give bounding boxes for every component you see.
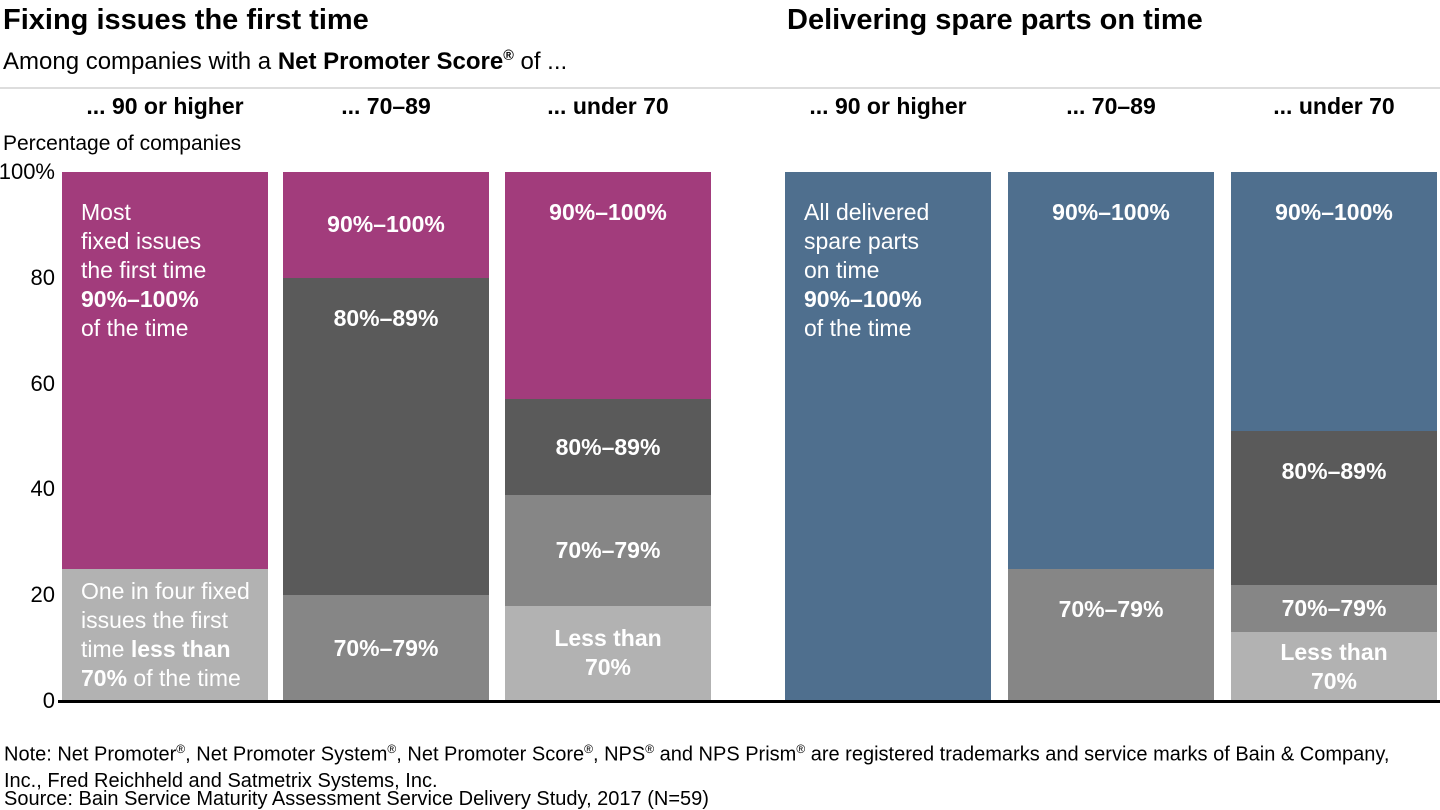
- text-run: , NPS: [592, 743, 646, 766]
- text-run: 80%–89%: [333, 304, 439, 331]
- x-axis-baseline: [58, 700, 1440, 703]
- text-run: of ...: [513, 48, 568, 75]
- bar-segment-label: Less than 70%: [1280, 638, 1387, 696]
- text-run: One in four fixed issues the first time: [81, 577, 250, 662]
- text-run: Note: Net Promoter: [4, 743, 177, 766]
- bar-segment-label: All delivered spare parts on time 90%–10…: [785, 172, 941, 343]
- bar-segment-label: One in four fixed issues the first time …: [62, 577, 258, 693]
- bar-segment: 90%–100%: [283, 172, 489, 278]
- y-axis-label: Percentage of companies: [3, 132, 242, 155]
- bar-segment: 90%–100%: [1231, 172, 1437, 432]
- text-run: Less than 70%: [554, 625, 662, 681]
- registered-mark: ®: [796, 742, 806, 756]
- text-run: 90%–100%: [1275, 199, 1393, 225]
- registered-mark: ®: [176, 742, 186, 756]
- column-header: ... under 70: [1273, 93, 1395, 119]
- note-text: Note: Net Promoter®, Net Promoter System…: [4, 736, 1438, 794]
- bar: 90%–100% 80%–89% 70%–79% Less than 70%: [1231, 172, 1437, 701]
- plot-area: Most fixed issues the first time 90%–100…: [62, 172, 1438, 701]
- text-run: 90%–100%: [1052, 199, 1170, 225]
- y-tick-label: 80: [30, 264, 55, 290]
- chart-subtitle: Among companies with a Net Promoter Scor…: [3, 48, 567, 76]
- text-run: 70%–79%: [555, 536, 661, 563]
- text-run: Most fixed issues the first time: [81, 199, 207, 283]
- bar-segment: 80%–89%: [1231, 431, 1437, 585]
- source-text: Source: Bain Service Maturity Assessment…: [4, 788, 709, 810]
- text-run: 80%–89%: [1281, 458, 1387, 485]
- text-run: are registered trademarks and service ma…: [4, 743, 1390, 792]
- text-run: 70%–79%: [1281, 594, 1387, 621]
- bar: 90%–100% 70%–79%: [1008, 172, 1214, 701]
- text-run: 90%–100%: [81, 286, 199, 312]
- bar-segment-label: Less than 70%: [554, 624, 661, 682]
- bar-segment: Most fixed issues the first time 90%–100…: [62, 172, 268, 569]
- registered-mark: ®: [503, 48, 514, 64]
- bar-segment-label: 80%–89%: [1282, 431, 1387, 486]
- text-run: All delivered spare parts on time: [804, 199, 930, 283]
- bar-segment: 80%–89%: [283, 277, 489, 596]
- bar-segment-label: 90%–100%: [327, 210, 445, 239]
- text-run: less than: [130, 635, 231, 662]
- text-run: 70%–79%: [333, 634, 439, 661]
- text-run: of the time: [804, 315, 912, 341]
- bar-segment-label: 70%–79%: [334, 634, 439, 663]
- bar-segment: 90%–100%: [1008, 172, 1214, 569]
- y-tick-label: 100%: [0, 159, 55, 184]
- text-run: 70%: [81, 664, 128, 691]
- column-header: ... under 70: [547, 93, 669, 119]
- y-tick-label: 20: [30, 582, 55, 608]
- text-run: 80%–89%: [555, 433, 661, 460]
- bar-segment-label: Most fixed issues the first time 90%–100…: [62, 172, 218, 343]
- bar-segment: One in four fixed issues the first time …: [62, 568, 268, 701]
- bar: Most fixed issues the first time 90%–100…: [62, 172, 268, 701]
- header-rule: [0, 87, 1440, 89]
- y-tick-label: 0: [42, 688, 55, 713]
- text-run: 90%–100%: [327, 211, 445, 238]
- text-run: and NPS Prism: [654, 743, 797, 766]
- bar-segment: All delivered spare parts on time 90%–10…: [785, 172, 991, 701]
- y-tick-label: 60: [30, 370, 55, 396]
- bar-segment-label: 90%–100%: [1275, 172, 1393, 227]
- column-header: ... 90 or higher: [809, 93, 967, 119]
- bar: 90%–100% 80%–89% 70%–79% Less than 70%: [505, 172, 711, 701]
- text-run: 90%–100%: [804, 286, 922, 312]
- bar-segment-label: 70%–79%: [556, 536, 661, 565]
- y-tick-label: 40: [30, 476, 55, 502]
- text-run: Among companies with a: [3, 48, 278, 75]
- chart-title-left: Fixing issues the first time: [3, 4, 369, 36]
- bar-segment-label: 70%–79%: [1282, 594, 1387, 623]
- bar-segment: 70%–79%: [505, 494, 711, 606]
- bar-segment: 70%–79%: [283, 595, 489, 701]
- bar-segment: 90%–100%: [505, 172, 711, 400]
- bar-segment-label: 80%–89%: [556, 433, 661, 462]
- bar-segment: Less than 70%: [505, 605, 711, 701]
- bar-segment: 70%–79%: [1008, 568, 1214, 701]
- bar-segment: 70%–79%: [1231, 584, 1437, 633]
- text-run: of the time: [81, 315, 189, 341]
- bar-segment-label: 90%–100%: [549, 172, 667, 227]
- bar-segment: 80%–89%: [505, 399, 711, 495]
- text-run: , Net Promoter Score: [396, 743, 585, 766]
- registered-mark: ®: [584, 742, 593, 756]
- bar-segment: Less than 70%: [1231, 632, 1437, 701]
- bar-segment-label: 90%–100%: [1052, 172, 1170, 227]
- bar-segment-label: 70%–79%: [1059, 569, 1164, 624]
- text-run: , Net Promoter System: [185, 743, 388, 766]
- text-run: Net Promoter Score: [277, 48, 504, 75]
- chart-title-right: Delivering spare parts on time: [787, 4, 1203, 36]
- bar-segment-label: 80%–89%: [334, 278, 439, 333]
- text-run: of the time: [127, 664, 241, 691]
- bar: All delivered spare parts on time 90%–10…: [785, 172, 991, 701]
- text-run: 70%–79%: [1058, 595, 1164, 622]
- text-run: Less than 70%: [1280, 638, 1388, 694]
- registered-mark: ®: [387, 742, 397, 756]
- text-run: 90%–100%: [549, 199, 667, 225]
- column-header: ... 70–89: [341, 93, 431, 119]
- column-header: ... 90 or higher: [86, 93, 244, 119]
- bar: 90%–100% 80%–89% 70%–79%: [283, 172, 489, 701]
- column-header: ... 70–89: [1066, 93, 1156, 119]
- registered-mark: ®: [645, 742, 655, 756]
